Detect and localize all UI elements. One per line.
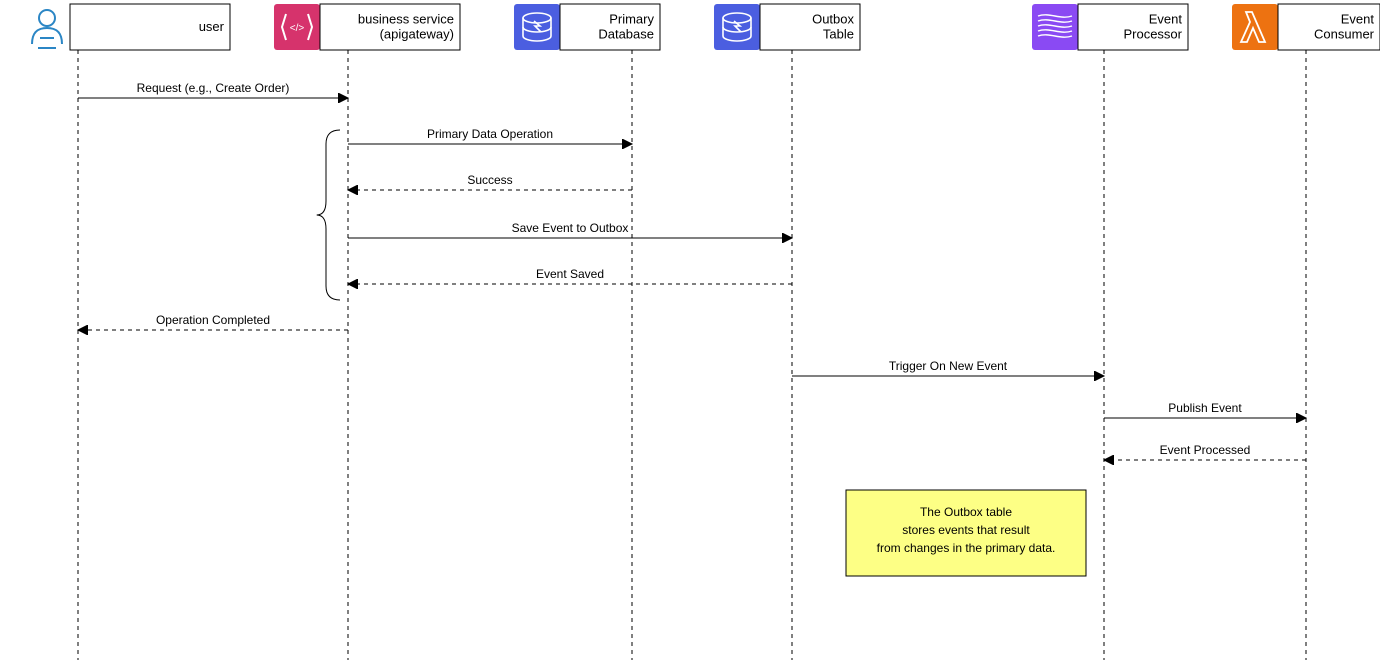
actor-label-cons: Event <box>1341 12 1375 27</box>
actor-label-cons: Consumer <box>1314 27 1375 42</box>
actor-icon-svc: </> <box>274 4 320 50</box>
svg-text:</>: </> <box>290 23 305 34</box>
actor-icon-user <box>32 10 62 48</box>
note-text: from changes in the primary data. <box>877 541 1056 555</box>
transaction-group <box>317 130 340 300</box>
actor-icon-proc <box>1032 4 1078 50</box>
message-label: Success <box>467 173 512 187</box>
actor-label-proc: Event <box>1149 12 1183 27</box>
actor-label-svc: (apigateway) <box>380 27 454 42</box>
actor-label-db: Database <box>598 27 654 42</box>
actor-label-db: Primary <box>609 12 654 27</box>
message-label: Trigger On New Event <box>889 359 1008 373</box>
sequence-diagram: user </> business service(apigateway) Prima… <box>0 0 1380 662</box>
note-text: The Outbox table <box>920 505 1012 519</box>
message-label: Event Saved <box>536 267 604 281</box>
actor-label-svc: business service <box>358 12 454 27</box>
message-label: Request (e.g., Create Order) <box>137 81 290 95</box>
message-label: Publish Event <box>1168 401 1242 415</box>
actor-label-outbox: Outbox <box>812 12 854 27</box>
message-label: Event Processed <box>1160 443 1251 457</box>
message-label: Primary Data Operation <box>427 127 553 141</box>
actor-label-proc: Processor <box>1123 27 1182 42</box>
actor-label-outbox: Table <box>823 27 854 42</box>
actor-icon-cons <box>1232 4 1278 50</box>
actor-label-user: user <box>199 19 225 34</box>
note-text: stores events that result <box>902 523 1030 537</box>
actor-icon-outbox <box>714 4 760 50</box>
message-label: Operation Completed <box>156 313 270 327</box>
actor-icon-db <box>514 4 560 50</box>
message-label: Save Event to Outbox <box>512 221 629 235</box>
